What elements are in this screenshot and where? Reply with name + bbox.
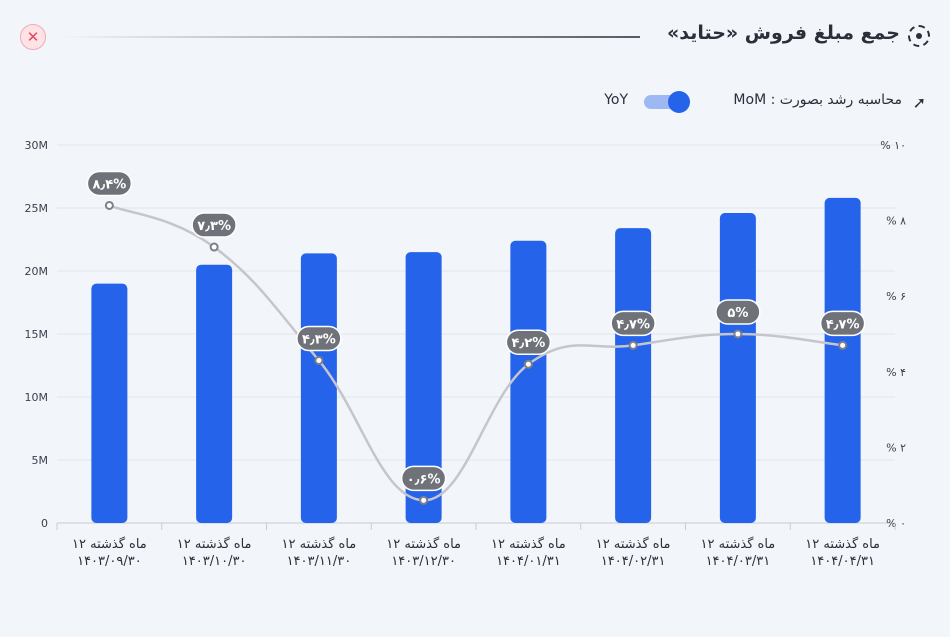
- data-label-bg: [610, 310, 656, 337]
- y-left-tick-label: 10M: [25, 391, 49, 404]
- y-right-tick-label: % ۸: [886, 215, 906, 228]
- x-tick-label-date: ۱۴۰۴/۰۴/۳۱: [810, 554, 875, 569]
- x-tick-label-period: ۱۲ ماه گذشته: [386, 536, 461, 552]
- data-label: ۴٫۳%: [302, 332, 336, 347]
- x-tick-label-period: ۱۲ ماه گذشته: [72, 536, 147, 552]
- x-tick-label-period: ۱۲ ماه گذشته: [700, 536, 775, 552]
- x-tick-label-period: ۱۲ ماه گذشته: [281, 536, 356, 552]
- x-tick-label-period: ۱۲ ماه گذشته: [596, 536, 671, 552]
- y-left-tick-label: 15M: [25, 328, 49, 341]
- yoy-label: YoY: [604, 92, 628, 108]
- x-tick-label-date: ۱۴۰۳/۱۲/۳۰: [391, 554, 456, 569]
- x-tick-label-date: ۱۴۰۴/۰۲/۳۱: [601, 554, 666, 569]
- bar[interactable]: [615, 228, 652, 523]
- data-label-bg: [86, 170, 133, 197]
- close-button[interactable]: ✕: [20, 24, 46, 50]
- data-label-bg: [505, 329, 552, 355]
- data-label: ۸٫۴%: [92, 177, 126, 192]
- growth-point[interactable]: [419, 495, 429, 505]
- x-tick-label-date: ۱۴۰۳/۱۰/۳۰: [182, 554, 247, 569]
- bar[interactable]: [719, 213, 756, 524]
- data-label: ۰٫۶%: [407, 472, 441, 487]
- growth-line: [108, 204, 843, 502]
- growth-point[interactable]: [733, 329, 743, 339]
- y-left-tick-label: 5M: [32, 454, 49, 467]
- data-label: ۷٫۳%: [197, 219, 231, 234]
- x-tick-label-period: ۱۲ ماه گذشته: [177, 536, 252, 552]
- toggle-knob[interactable]: [668, 91, 690, 113]
- growth-point[interactable]: [104, 200, 114, 210]
- x-tick-label-period: ۱۲ ماه گذشته: [491, 536, 566, 552]
- data-label-bg: [819, 310, 866, 337]
- x-tick-label-date: ۱۴۰۴/۰۱/۳۱: [496, 554, 561, 569]
- y-right-tick-label: % ۰: [886, 517, 906, 530]
- growth-point[interactable]: [314, 355, 324, 365]
- growth-mode-label: محاسبه رشد بصورت : MoM: [733, 92, 902, 108]
- y-right-tick-label: % ۱۰: [880, 139, 906, 152]
- bar[interactable]: [196, 264, 233, 523]
- y-right-tick-label: % ۲: [886, 441, 906, 454]
- y-left-tick-label: 30M: [25, 139, 49, 152]
- data-label: ۴٫۷%: [826, 317, 860, 332]
- data-label: ۴٫۷%: [616, 317, 650, 332]
- x-tick-label-date: ۱۴۰۳/۱۱/۳۰: [287, 554, 352, 569]
- data-label: ۴٫۲%: [511, 336, 545, 351]
- growth-point[interactable]: [523, 359, 533, 369]
- data-label-bg: [400, 465, 447, 492]
- bar[interactable]: [405, 252, 442, 523]
- x-tick-label-date: ۱۴۰۳/۰۹/۳۰: [77, 554, 142, 569]
- x-tick-label-period: ۱۲ ماه گذشته: [805, 536, 880, 552]
- close-icon: ✕: [26, 28, 40, 46]
- data-label-bg: [191, 212, 237, 238]
- y-left-tick-label: 20M: [25, 265, 49, 278]
- growth-mode-control: ➚ محاسبه رشد بصورت : MoM YoY: [586, 90, 926, 114]
- y-right-tick-label: % ۶: [886, 290, 906, 303]
- x-tick-label-date: ۱۴۰۴/۰۳/۳۱: [706, 554, 771, 569]
- bar[interactable]: [510, 240, 547, 523]
- growth-point[interactable]: [628, 340, 638, 350]
- trend-arrow-icon: ➚: [912, 93, 926, 112]
- header: ✕ جمع مبلغ فروش «حتاید»: [0, 0, 950, 76]
- bar[interactable]: [824, 197, 861, 524]
- page-title: جمع مبلغ فروش «حتاید»: [666, 22, 900, 44]
- data-label-bg: [715, 299, 761, 325]
- growth-point[interactable]: [209, 242, 219, 252]
- y-left-tick-label: 25M: [25, 202, 49, 215]
- mom-yoy-toggle[interactable]: [644, 91, 690, 113]
- y-left-tick-label: 0: [41, 517, 48, 530]
- bar[interactable]: [300, 253, 337, 524]
- data-label: ۵%: [727, 306, 748, 321]
- header-divider: [62, 36, 640, 38]
- dashed-circle-icon: [908, 25, 930, 47]
- data-label-bg: [296, 325, 342, 352]
- y-right-tick-label: % ۴: [886, 366, 906, 379]
- growth-point[interactable]: [838, 340, 848, 350]
- bar[interactable]: [91, 283, 128, 523]
